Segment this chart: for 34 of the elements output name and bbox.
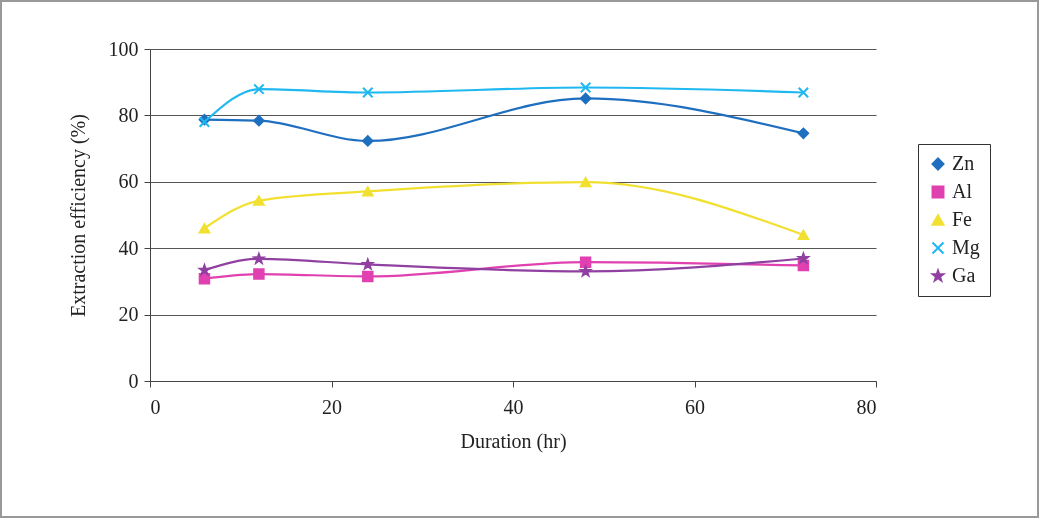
y-axis-title: Extraction efficiency (%) [66, 114, 90, 317]
y-tick-label: 80 [118, 103, 139, 126]
legend-label: Mg [952, 236, 980, 259]
point [362, 135, 374, 147]
x-tick-label: 20 [322, 395, 342, 418]
point [253, 195, 265, 206]
y-tick-label: 60 [118, 170, 139, 193]
point [253, 114, 265, 127]
point [797, 86, 810, 99]
point [253, 268, 265, 280]
x-axis-title: Duration (hr) [460, 429, 567, 453]
point [797, 229, 810, 241]
point [579, 81, 592, 94]
x-tick-label: 40 [503, 395, 524, 418]
y-tick-label: 100 [108, 37, 139, 60]
y-tick-label: 40 [118, 236, 139, 259]
point [362, 86, 374, 99]
legend-label: Al [952, 180, 973, 202]
legend-label: Ga [952, 264, 976, 286]
legend-label: Fe [952, 208, 973, 230]
point [579, 177, 592, 188]
point [362, 270, 374, 283]
x-tick-label: 80 [856, 395, 877, 418]
point [579, 92, 592, 105]
legend-label: Zn [952, 152, 975, 174]
y-tick-label: 20 [118, 303, 139, 326]
y-tick-label: 0 [128, 369, 139, 392]
x-tick-label: 0 [150, 395, 161, 418]
point [797, 127, 810, 140]
x-tick-label: 60 [685, 395, 705, 418]
point [579, 256, 592, 268]
point [362, 186, 374, 197]
point [198, 223, 211, 234]
point [253, 83, 265, 95]
